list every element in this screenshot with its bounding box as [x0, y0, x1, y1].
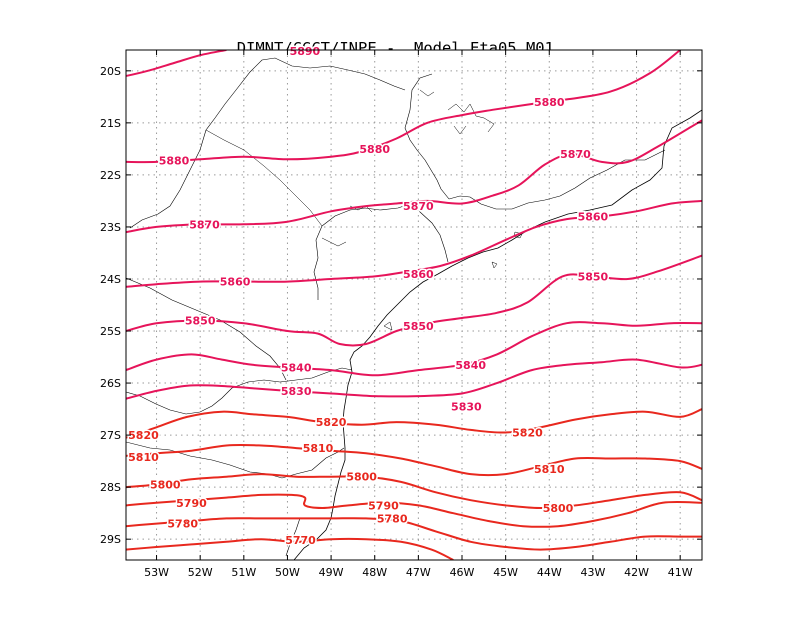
contour-label-5840: 5840 [281, 361, 312, 374]
lat-tick-label: 22S [100, 169, 121, 182]
contour-label-5830: 5830 [281, 385, 312, 398]
lon-tick-label: 42W [624, 566, 649, 579]
contour-line-5840 [126, 321, 702, 377]
contour-label-5880: 5880 [359, 143, 390, 156]
contour-label-5860: 5860 [220, 276, 251, 289]
axis-ticks: 20S 21S 22S 23S 24S 25S 26S 27S 28S 29S 53W 52W 51W 5… [100, 50, 702, 579]
lon-tick-label: 53W [144, 566, 169, 579]
lat-tick-label: 28S [100, 481, 121, 494]
contour-label-5790: 5790 [368, 499, 399, 512]
lon-tick-label: 52W [188, 566, 213, 579]
lon-tick-label: 44W [537, 566, 562, 579]
lat-tick-label: 26S [100, 377, 121, 390]
contour-label-5880: 5880 [534, 96, 565, 109]
contour-line-5790 [126, 493, 702, 528]
contour-line-5860 [126, 199, 702, 288]
state-border-pr-sc [231, 367, 353, 389]
coastline [293, 109, 702, 560]
contour-line-5810 [126, 443, 702, 477]
state-border-sc-rs [126, 441, 345, 479]
contour-label-5850: 5850 [185, 315, 216, 328]
contour-line-5800 [126, 473, 702, 510]
contour-line-5870 [126, 119, 702, 234]
contour-label-5810: 5810 [303, 442, 334, 455]
border-ms-go [129, 129, 207, 229]
river-parana [205, 129, 323, 227]
reservoirs [321, 89, 495, 247]
contour-label-5890: 5890 [290, 45, 321, 58]
contour-label-5820: 5820 [128, 429, 159, 442]
lat-tick-label: 27S [100, 429, 121, 442]
contour-labels: 5890 5880 5880 5880 5870 5870 5870 5860 5860 5860… [127, 44, 610, 549]
lon-tick-label: 50W [275, 566, 300, 579]
lon-tick-label: 46W [450, 566, 475, 579]
contour-label-5880: 5880 [159, 154, 190, 167]
border-paraguay [126, 277, 287, 381]
lon-tick-label: 45W [493, 566, 518, 579]
lat-tick-label: 21S [100, 117, 121, 130]
state-border-sp-pr [321, 203, 449, 263]
state-border-mg-sp [404, 73, 450, 200]
lon-tick-label: 43W [580, 566, 605, 579]
lon-tick-label: 48W [362, 566, 387, 579]
contour-label-5840: 5840 [455, 359, 486, 372]
contour-label-5810: 5810 [128, 451, 159, 464]
contour-lines [126, 50, 702, 560]
lon-tick-label: 51W [231, 566, 256, 579]
lon-tick-label: 41W [668, 566, 693, 579]
contour-line-5880 [126, 50, 681, 164]
lat-tick-label: 23S [100, 221, 121, 234]
contour-label-5800: 5800 [543, 502, 574, 515]
contour-label-5820: 5820 [316, 416, 347, 429]
map-frame [125, 49, 703, 561]
contour-label-5780: 5780 [377, 512, 408, 525]
contour-line-5850 [126, 254, 702, 347]
contour-label-5800: 5800 [150, 479, 181, 492]
contour-label-5820: 5820 [512, 427, 543, 440]
lat-tick-label: 25S [100, 325, 121, 338]
contour-label-5810: 5810 [534, 463, 565, 476]
contour-line-5830 [126, 358, 702, 400]
contour-label-5850: 5850 [578, 270, 609, 283]
map-background [126, 50, 702, 560]
contour-label-5870: 5870 [189, 218, 220, 231]
contour-line-5770 [126, 537, 454, 560]
contour-label-5800: 5800 [346, 471, 377, 484]
lagoon-patos [285, 517, 301, 557]
contour-label-5830: 5830 [451, 400, 482, 413]
lat-tick-label: 20S [100, 65, 121, 78]
contour-label-5790: 5790 [176, 497, 207, 510]
contour-line-5780 [126, 517, 702, 551]
lon-tick-label: 49W [319, 566, 344, 579]
border-argentina [126, 387, 233, 415]
contour-line-5820 [126, 408, 702, 439]
contour-label-5780: 5780 [167, 518, 198, 531]
border-go-mg [205, 57, 406, 131]
lat-tick-label: 29S [100, 533, 121, 546]
lat-tick-label: 24S [100, 273, 121, 286]
contour-label-5770: 5770 [285, 534, 316, 547]
contour-label-5870: 5870 [560, 148, 591, 161]
contour-label-5850: 5850 [403, 320, 434, 333]
lon-tick-label: 47W [406, 566, 431, 579]
contour-label-5870: 5870 [403, 200, 434, 213]
contour-label-5860: 5860 [403, 268, 434, 281]
contour-label-5860: 5860 [578, 211, 609, 224]
state-border-pr-ms [313, 225, 323, 300]
contour-line-5890 [126, 50, 227, 77]
